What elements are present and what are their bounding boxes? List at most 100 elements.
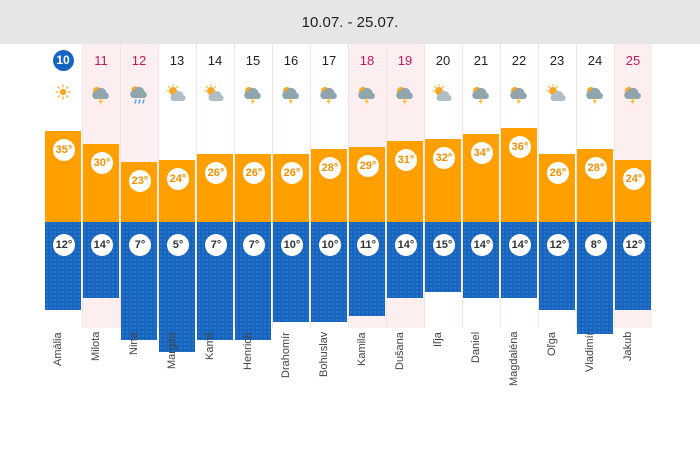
day-column-15[interactable]: 15 26° 7° Henrich — [234, 44, 272, 467]
day-number: 15 — [234, 49, 272, 71]
day-number: 25 — [614, 49, 652, 71]
high-temp-label: 34° — [471, 142, 493, 164]
day-number: 22 — [500, 49, 538, 71]
day-number-label: 21 — [473, 52, 489, 68]
partly-cloudy-icon — [538, 84, 576, 108]
high-temp-bar: 26° — [197, 154, 233, 222]
high-temp-bar: 23° — [121, 162, 157, 222]
low-temp-label: 12° — [547, 234, 569, 256]
low-temp-label: 7° — [205, 234, 227, 256]
high-temp-bar: 26° — [539, 154, 575, 222]
storm-icon — [500, 84, 538, 108]
date-range-label: 10.07. - 25.07. — [301, 13, 399, 31]
partly-cloudy-icon — [196, 84, 234, 108]
day-column-background — [538, 44, 576, 328]
day-column-23[interactable]: 23 26° 12° Oľga — [538, 44, 576, 467]
low-temp-label: 7° — [243, 234, 265, 256]
low-temp-bar: 12° — [539, 222, 575, 310]
day-number-label: 17 — [321, 52, 337, 68]
day-column-17[interactable]: 17 28° 10° Bohuslav — [310, 44, 348, 467]
low-temp-label: 10° — [281, 234, 303, 256]
day-column-18[interactable]: 18 29° 11° Kamila — [348, 44, 386, 467]
name-day-label: Margita — [166, 332, 178, 369]
high-temp-bar: 32° — [425, 139, 461, 222]
day-number-label: 22 — [511, 52, 527, 68]
day-number-label: 25 — [625, 52, 641, 68]
low-temp-label: 14° — [471, 234, 493, 256]
day-column-10[interactable]: 10 35° 12° Amália — [44, 44, 82, 467]
day-column-25[interactable]: 25 24° 12° Jakub — [614, 44, 652, 467]
low-temp-bar: 7° — [121, 222, 157, 340]
low-temp-label: 12° — [623, 234, 645, 256]
day-column-13[interactable]: 13 24° 5° Margita — [158, 44, 196, 467]
day-number: 19 — [386, 49, 424, 71]
day-column-background — [158, 44, 196, 328]
day-number: 13 — [158, 49, 196, 71]
day-column-20[interactable]: 20 32° 15° Iľja — [424, 44, 462, 467]
high-temp-bar: 28° — [311, 149, 347, 222]
low-temp-bar: 7° — [235, 222, 271, 340]
day-column-24[interactable]: 24 28° 8° Vladimír — [576, 44, 614, 467]
day-number-label: 11 — [94, 52, 108, 68]
day-number: 12 — [120, 49, 158, 71]
low-temp-bar: 14° — [463, 222, 499, 298]
name-day-label: Magdaléna — [508, 332, 520, 387]
high-temp-label: 30° — [91, 152, 113, 174]
name-day-label: Milota — [90, 332, 102, 362]
day-column-background — [500, 44, 538, 328]
high-temp-label: 26° — [205, 162, 227, 184]
low-temp-bar: 7° — [197, 222, 233, 340]
low-temp-bar: 14° — [501, 222, 537, 298]
low-temp-label: 14° — [395, 234, 417, 256]
high-temp-bar: 24° — [159, 160, 195, 222]
day-column-19[interactable]: 19 31° 14° Dušana — [386, 44, 424, 467]
storm-icon — [576, 84, 614, 108]
name-day-label: Iľja — [432, 332, 444, 347]
day-number: 10 — [44, 49, 82, 71]
high-temp-bar: 35° — [45, 131, 81, 222]
day-number: 18 — [348, 49, 386, 71]
high-temp-label: 32° — [433, 147, 455, 169]
high-temp-label: 28° — [319, 157, 341, 179]
day-number: 11 — [82, 49, 120, 71]
storm-icon — [614, 84, 652, 108]
high-temp-label: 26° — [243, 162, 265, 184]
high-temp-bar: 26° — [273, 154, 309, 222]
storm-icon — [386, 84, 424, 108]
day-number-label: 15 — [245, 52, 261, 68]
day-number-label: 10 — [52, 49, 74, 71]
rain-icon — [120, 84, 158, 108]
high-temp-bar: 26° — [235, 154, 271, 222]
storm-icon — [272, 84, 310, 108]
day-column-21[interactable]: 21 34° 14° Daniel — [462, 44, 500, 467]
forecast-chart: 10 35° 12° Amália 11 30° 14° Milota 12 2… — [0, 44, 700, 467]
day-column-background — [424, 44, 462, 328]
name-day-label: Amália — [52, 332, 64, 366]
day-number: 23 — [538, 49, 576, 71]
name-day-label: Oľga — [546, 332, 558, 356]
low-temp-label: 5° — [167, 234, 189, 256]
low-temp-label: 14° — [509, 234, 531, 256]
name-day-label: Nina — [128, 332, 140, 355]
high-temp-bar: 28° — [577, 149, 613, 222]
name-day-label: Henrich — [242, 332, 254, 370]
day-number: 21 — [462, 49, 500, 71]
day-column-16[interactable]: 16 26° 10° Drahomír — [272, 44, 310, 467]
name-day-label: Kamila — [356, 332, 368, 366]
day-column-14[interactable]: 14 26° 7° Kamil — [196, 44, 234, 467]
day-number: 20 — [424, 49, 462, 71]
day-column-11[interactable]: 11 30° 14° Milota — [82, 44, 120, 467]
high-temp-label: 36° — [509, 136, 531, 158]
high-temp-label: 35° — [53, 139, 75, 161]
high-temp-bar: 29° — [349, 147, 385, 222]
day-number-label: 19 — [397, 52, 413, 68]
date-range-header: 10.07. - 25.07. — [0, 0, 700, 44]
storm-icon — [234, 84, 272, 108]
low-temp-bar: 14° — [387, 222, 423, 298]
day-column-22[interactable]: 22 36° 14° Magdaléna — [500, 44, 538, 467]
low-temp-bar: 10° — [273, 222, 309, 322]
day-column-12[interactable]: 12 23° 7° Nina — [120, 44, 158, 467]
name-day-label: Dušana — [394, 332, 406, 370]
day-number-label: 12 — [131, 52, 147, 68]
partly-cloudy-icon — [158, 84, 196, 108]
